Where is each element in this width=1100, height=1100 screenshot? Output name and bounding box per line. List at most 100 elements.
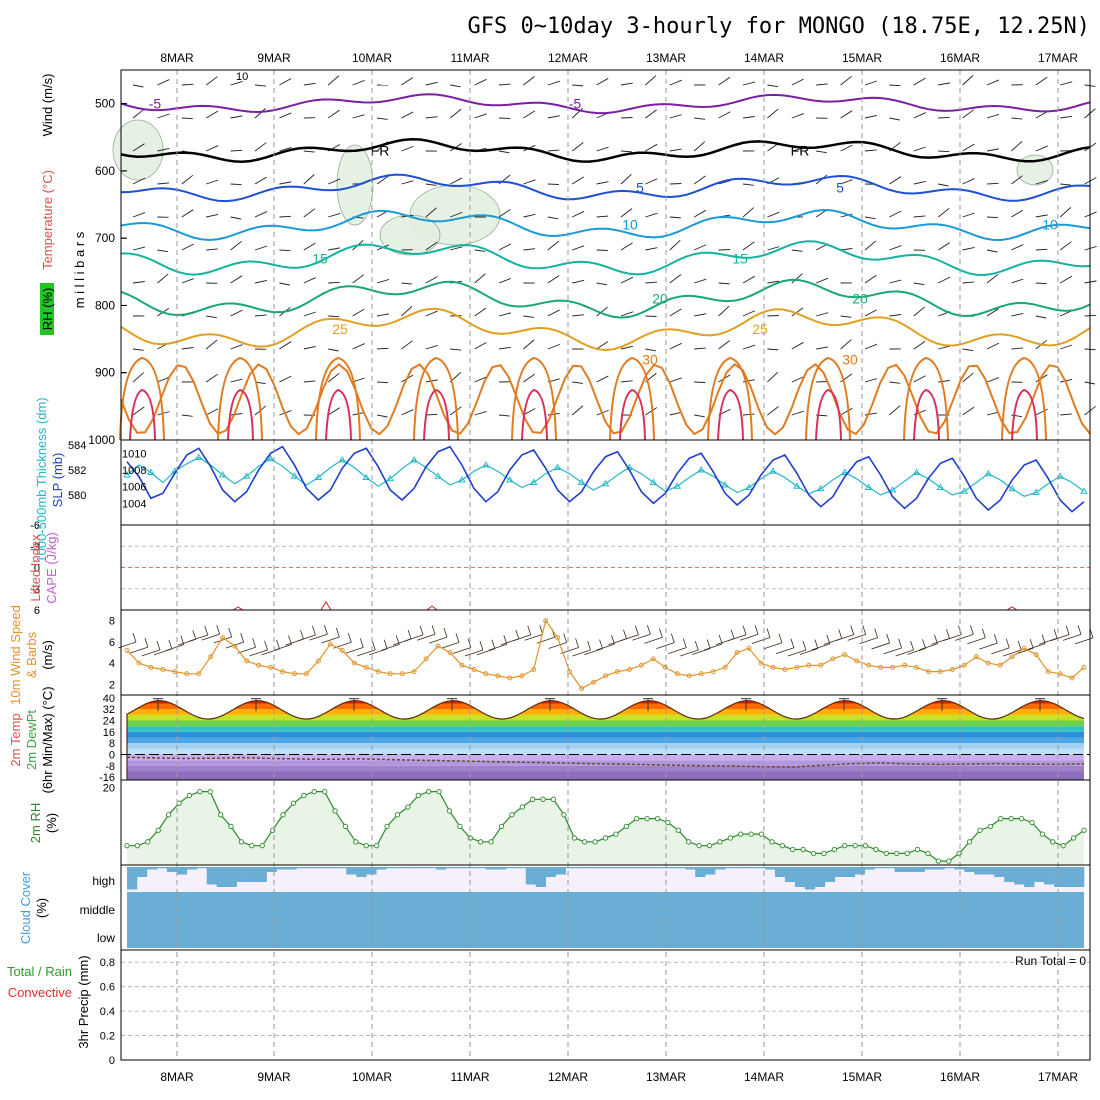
wind-speed-point [830, 656, 836, 662]
lifted-index-mark [426, 605, 438, 611]
top-date-label: 13MAR [646, 51, 686, 65]
wind-barb [913, 146, 926, 152]
y-axis-label: (m/s) [40, 640, 55, 670]
temperature-tick: 24 [103, 716, 115, 728]
wind-speed-point [315, 658, 321, 664]
wind-barb [938, 276, 951, 284]
wind-barb [157, 113, 170, 119]
cloud-high-bar [774, 867, 786, 877]
wind-barb [254, 176, 267, 185]
wind-barb [962, 178, 975, 185]
temp-band [127, 760, 1084, 766]
cloud-high-bar [505, 867, 517, 869]
wind-barb [913, 340, 926, 350]
wind-speed-tick: 6 [109, 637, 115, 649]
wind-barb-10m [751, 637, 771, 644]
bottom-date-label: 17MAR [1038, 1070, 1078, 1084]
wind-speed-point [208, 654, 214, 660]
rh-point [405, 804, 411, 810]
precip-tick: 0 [109, 1055, 115, 1067]
wind-barb-feather [132, 632, 137, 643]
top-date-label: 16MAR [940, 51, 980, 65]
wind-barb [303, 208, 316, 218]
wind-barb [816, 312, 829, 317]
wind-barb [572, 279, 585, 284]
wind-barb [181, 117, 193, 120]
wind-speed-point [914, 664, 919, 670]
wind-barb [767, 371, 779, 383]
cloud-high-bar [376, 867, 387, 870]
wind-barb-feather [240, 633, 245, 643]
wind-barb [254, 280, 268, 284]
cloud-high-bar [595, 867, 606, 869]
contour-label: 5 [636, 180, 644, 196]
rh-point [1029, 819, 1035, 826]
wind-barb [937, 207, 950, 218]
rh-point [634, 815, 640, 822]
cloud-high-bar [176, 867, 188, 875]
wind-barb [1011, 347, 1024, 350]
wind-speed-point [949, 667, 955, 672]
contour-label: -5 [569, 96, 582, 112]
slp-tick: 1010 [122, 448, 146, 460]
wind-barb-feather [993, 633, 998, 644]
wind-barb [181, 414, 193, 417]
rh-shading [1016, 154, 1054, 186]
wind-barb [157, 79, 170, 86]
wind-barb-10m [309, 633, 328, 641]
wind-speed-tick: 8 [109, 616, 115, 628]
wind-barb [938, 183, 949, 187]
wind-barb [401, 111, 414, 119]
wind-barb [596, 215, 609, 218]
wind-barb [669, 148, 682, 152]
wind-barb-feather [658, 628, 663, 638]
wind-speed-point [770, 664, 776, 670]
y-axis-label: (%) [44, 813, 59, 833]
wind-barb [181, 347, 194, 350]
wind-barb [791, 410, 804, 416]
wind-barb [328, 212, 341, 218]
wind-barb [620, 208, 633, 218]
wind-barb [645, 281, 658, 284]
wind-barb [401, 145, 414, 152]
wind-barb-10m [955, 633, 974, 641]
thickness-point [553, 463, 562, 470]
wind-speed-point [232, 643, 238, 649]
wind-barb [1060, 183, 1072, 186]
thickness-point [601, 479, 610, 487]
pressure-tick: 900 [95, 366, 115, 380]
wind-barb [498, 414, 510, 417]
wind-barb [645, 247, 658, 251]
wind-barb [816, 83, 828, 86]
wind-barb [303, 82, 316, 86]
wind-speed-point [794, 664, 800, 670]
wind-barb [474, 273, 486, 284]
rh-point [457, 823, 463, 830]
cloud-high-bar [705, 867, 716, 875]
wind-barb [840, 179, 853, 185]
wind-speed-point [890, 664, 896, 670]
wind-barb [962, 109, 975, 119]
y-axis-label: Temperature (°C) [40, 170, 55, 270]
temperature-contour-warm [315, 356, 361, 441]
rh-point [790, 846, 796, 853]
wind-barb [279, 249, 291, 252]
wind-barb [986, 308, 999, 317]
wind-barb [620, 173, 632, 185]
wind-barb-10m [799, 648, 818, 655]
y-axis-label: 1000-500mb Thickness (dm) [34, 397, 49, 562]
thickness-point [745, 483, 753, 490]
wind-barb-10m [680, 649, 699, 657]
wind-barb [864, 274, 877, 284]
contour-label: 25 [752, 321, 768, 337]
temperature-contour-warm [119, 356, 165, 441]
thickness-point [434, 472, 442, 479]
run-total-label: Run Total = 0 [1015, 954, 1086, 968]
bottom-date-label: 16MAR [940, 1070, 980, 1084]
temperature-outline [126, 700, 1085, 780]
wind-barb-feather [635, 625, 639, 635]
wind-barb [303, 380, 316, 383]
wind-barb [645, 109, 657, 119]
wind-speed-point [351, 660, 357, 666]
rh-point [321, 788, 328, 795]
